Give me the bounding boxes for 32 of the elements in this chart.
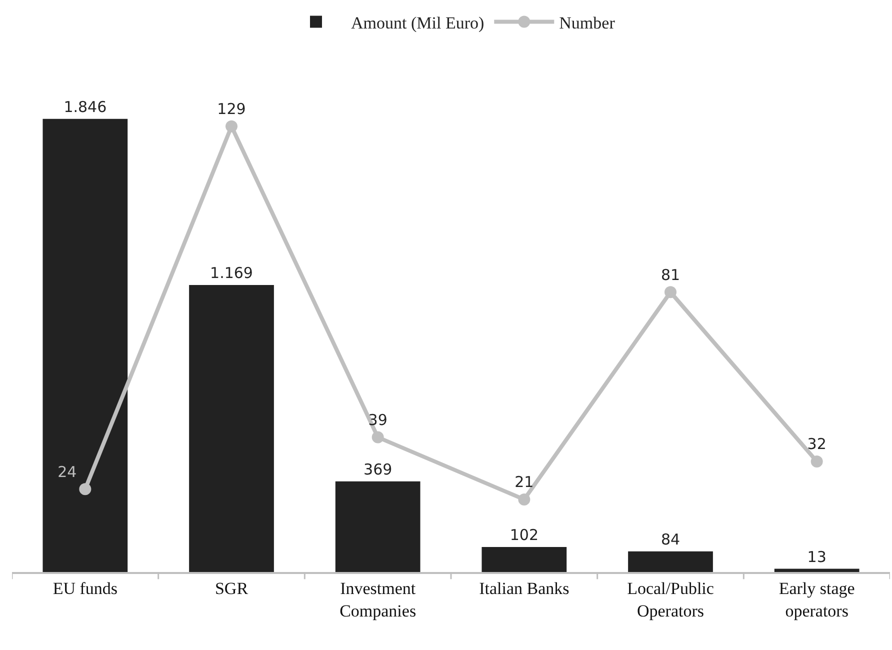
x-tick-label: SGR (214, 579, 249, 598)
data-label: 32 (807, 435, 826, 454)
legend-label: Number (559, 13, 616, 32)
x-tick-label: EU funds (52, 579, 118, 598)
data-label: 129 (217, 100, 246, 118)
data-label: 369 (364, 460, 392, 478)
data-label: 1.846 (64, 98, 107, 116)
data-label: 84 (660, 530, 680, 548)
point (518, 493, 530, 506)
bar (189, 285, 274, 572)
data-label: 39 (368, 411, 388, 430)
data-label: 102 (510, 526, 538, 544)
x-tick-label: Local/Public Operators (627, 579, 714, 620)
bar (628, 551, 713, 572)
point (664, 286, 676, 298)
data-label: 13 (807, 548, 826, 566)
point (226, 120, 238, 132)
data-label: 24 (58, 462, 77, 481)
data-label: 1.169 (210, 264, 253, 282)
point (810, 455, 823, 468)
bar (42, 118, 128, 572)
legend-label: Amount (Mil Euro) (351, 13, 484, 32)
point (79, 483, 92, 496)
data-label: 81 (660, 266, 680, 284)
x-tick-label: Investment Companies (340, 579, 416, 620)
x-tick-label: Early stage operators (778, 579, 855, 620)
point (372, 431, 384, 444)
bar (482, 546, 567, 572)
data-label: 21 (514, 473, 534, 492)
bar (774, 568, 860, 572)
x-tick-label: Italian Banks (479, 579, 570, 598)
bar (335, 481, 420, 572)
